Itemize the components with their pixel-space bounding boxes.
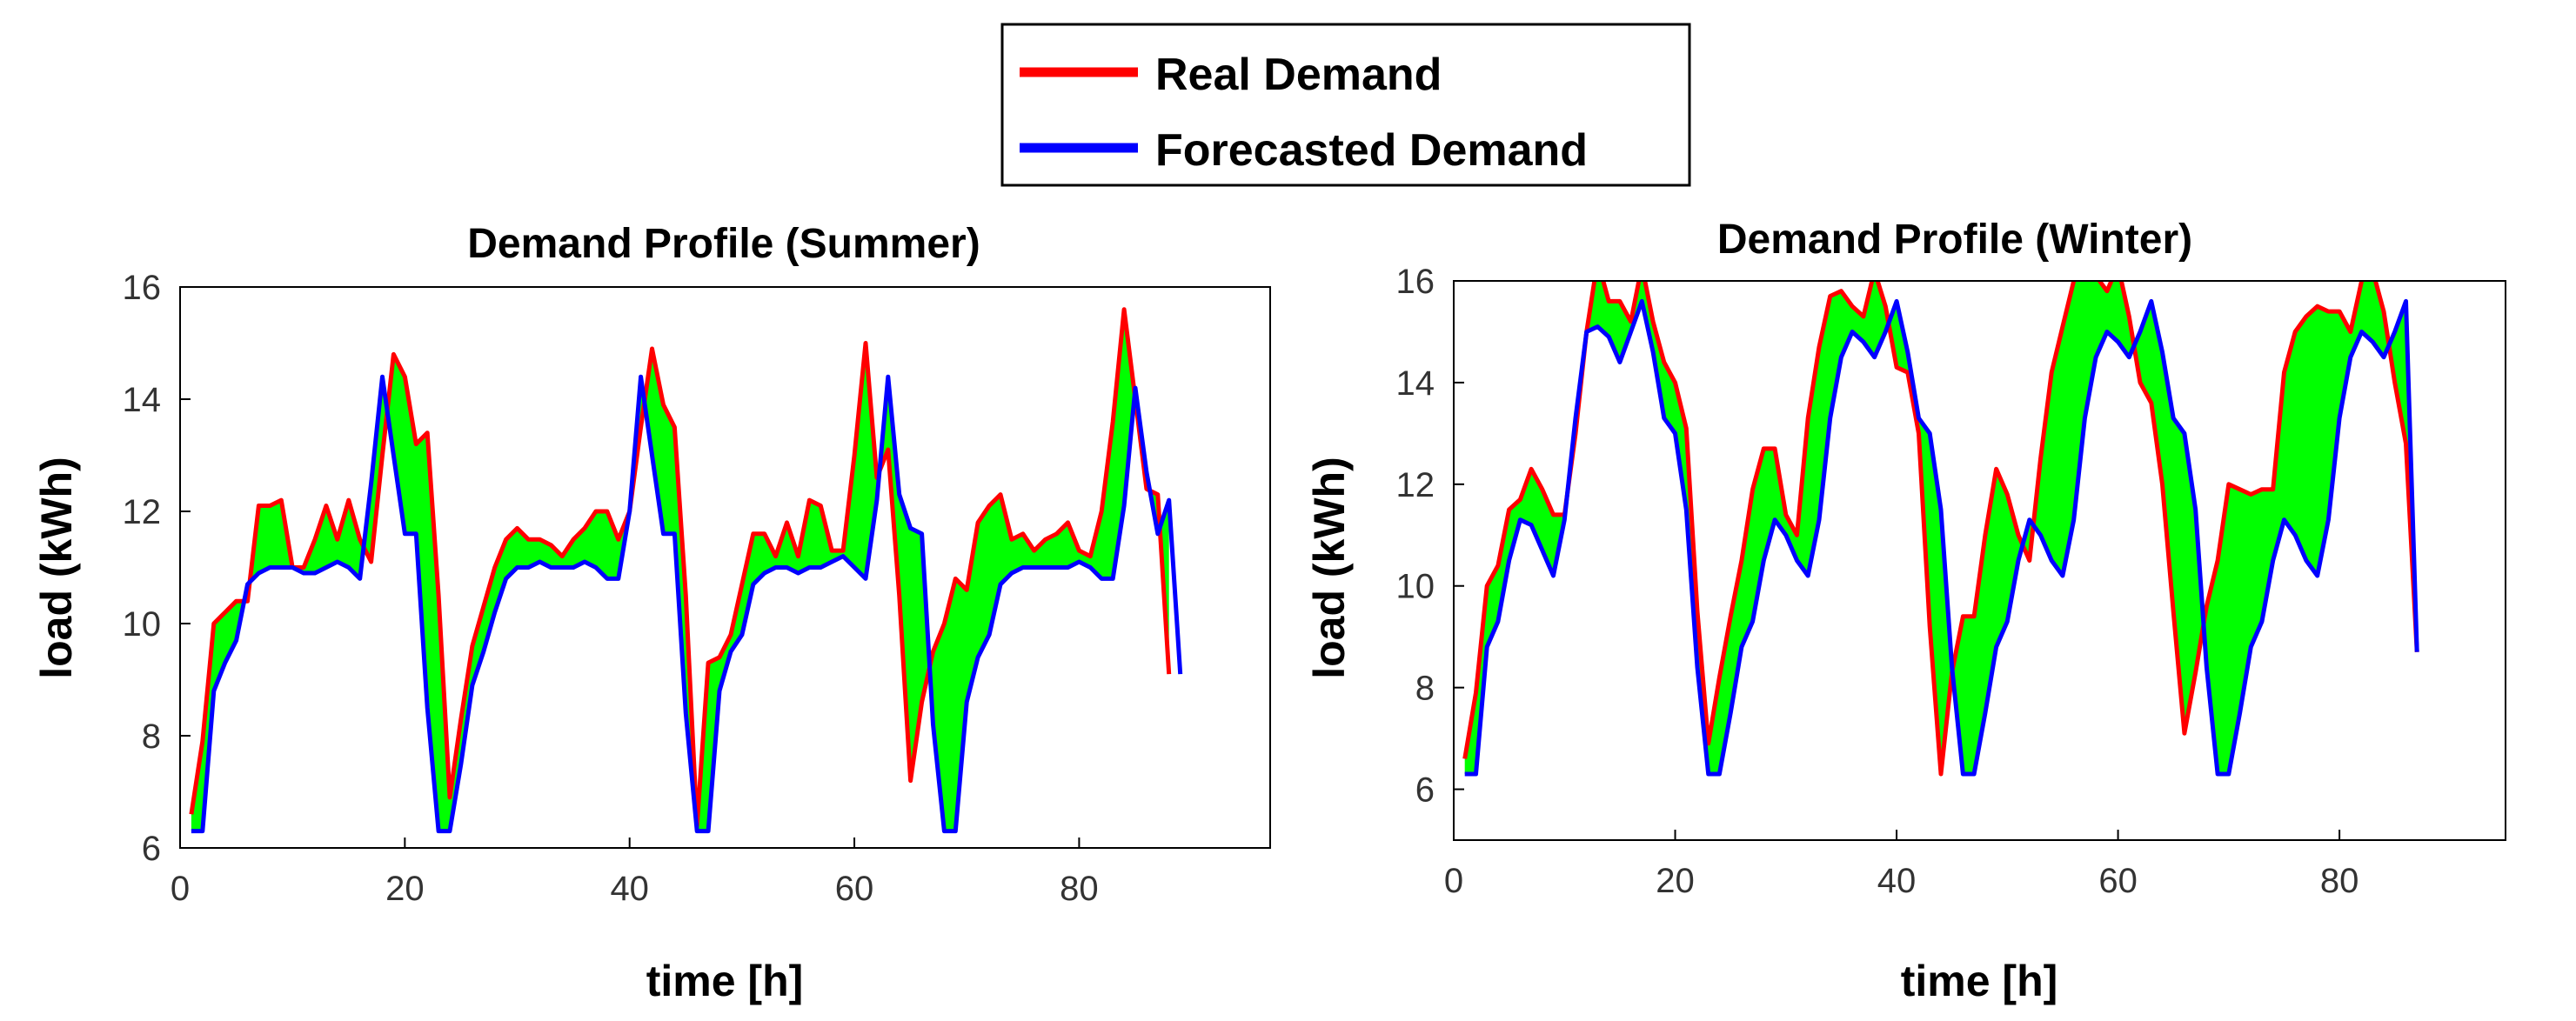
y-tick-label: 16 — [123, 269, 162, 307]
legend: Real Demand Forecasted Demand — [1000, 23, 1691, 187]
x-tick-label: 0 — [1444, 862, 1463, 900]
x-axis-label: time [h] — [646, 957, 804, 1005]
plot-area — [189, 307, 1183, 834]
y-tick-label: 14 — [1396, 364, 1435, 403]
chart-title: Demand Profile (Summer) — [467, 221, 980, 267]
y-axis-label: load (kWh) — [1305, 457, 1354, 679]
series-line-real-demand — [1462, 281, 2419, 777]
series-line-real-demand — [189, 307, 1172, 828]
x-tick-label: 60 — [2098, 862, 2138, 900]
chart-title: Demand Profile (Winter) — [1717, 217, 2192, 263]
x-tick-label: 40 — [610, 870, 649, 908]
y-tick-label: 14 — [123, 381, 162, 419]
x-tick-label: 80 — [1060, 870, 1099, 908]
y-tick-label: 6 — [142, 830, 161, 868]
x-tick-label: 60 — [835, 870, 874, 908]
chart-winter: Demand Profile (Winter) 0 20 40 60 80 6 8 10 12 1… — [1305, 217, 2506, 1005]
y-axis-label: load (kWh) — [32, 457, 81, 679]
y-tick-label: 10 — [123, 605, 162, 644]
y-tick-label: 8 — [142, 717, 161, 756]
y-tick-label: 6 — [1415, 771, 1435, 810]
plot-area — [1462, 281, 2419, 777]
x-tick-label: 0 — [171, 870, 190, 908]
y-tick-label: 8 — [1415, 670, 1435, 708]
chart-summer: Demand Profile (Summer) 0 20 40 60 80 6 8 10 12 1… — [32, 221, 1271, 1005]
error-fill-area — [191, 309, 1169, 831]
plot-frame — [179, 286, 1271, 849]
y-tick-label: 16 — [1396, 263, 1435, 301]
y-tick-label: 12 — [1396, 466, 1435, 504]
legend-label-real: Real Demand — [1155, 50, 1442, 100]
legend-label-forecast: Forecasted Demand — [1155, 125, 1588, 176]
y-tick-label: 10 — [1396, 568, 1435, 606]
tick-labels: 0 20 40 60 80 6 8 10 12 14 16 — [1396, 263, 2359, 900]
legend-box — [1000, 23, 1691, 187]
y-tick-label: 12 — [123, 493, 162, 531]
plot-frame — [1453, 280, 2506, 841]
plot-clip-group — [1462, 281, 2419, 777]
x-tick-label: 40 — [1877, 862, 1917, 900]
series-line-forecasted-demand — [191, 374, 1183, 834]
plot-clip-group — [189, 307, 1183, 834]
x-tick-label: 20 — [385, 870, 425, 908]
tick-labels: 0 20 40 60 80 6 8 10 12 14 16 — [123, 269, 1099, 908]
x-tick-label: 20 — [1656, 862, 1695, 900]
x-axis-label: time [h] — [1901, 957, 2058, 1005]
x-tick-label: 80 — [2320, 862, 2359, 900]
series-line-forecasted-demand — [1464, 298, 2419, 777]
